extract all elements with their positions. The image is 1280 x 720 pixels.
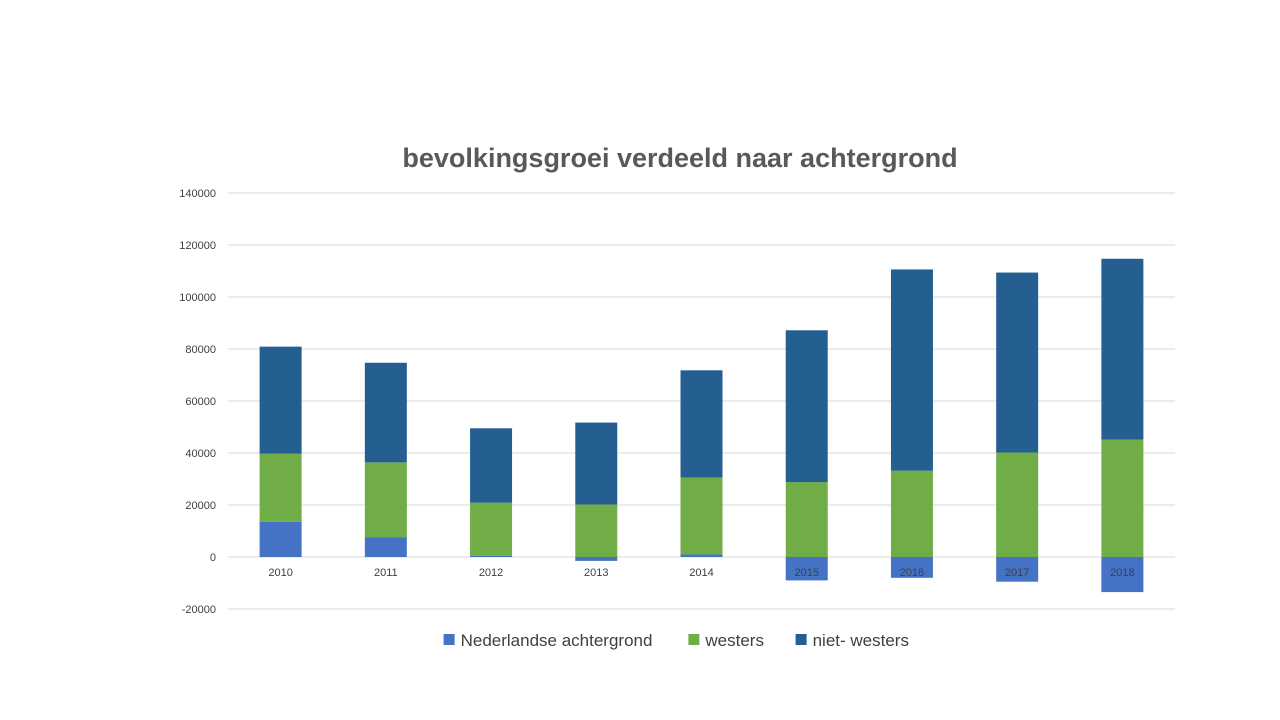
legend-swatch — [688, 634, 700, 645]
y-tick-label: 100000 — [179, 292, 216, 304]
bar-niet-westers-2013 — [575, 422, 618, 505]
bar-niet-westers-2018 — [1101, 258, 1144, 440]
legend: Nederlandse achtergrond westers niet- west… — [443, 631, 909, 650]
bar-westers-2011 — [364, 462, 407, 538]
x-category-label: 2017 — [1005, 567, 1029, 579]
x-category-label: 2016 — [900, 567, 924, 579]
bars — [259, 258, 1144, 593]
y-tick-label: 120000 — [179, 240, 216, 252]
bar-nederlandse-achtergrond-2017 — [996, 557, 1039, 582]
bar-niet-westers-2017 — [996, 272, 1039, 453]
x-category-label: 2013 — [584, 567, 608, 579]
bar-nederlandse-achtergrond-2013 — [575, 557, 618, 561]
legend-swatch — [795, 634, 807, 645]
legend-label: niet- westers — [813, 631, 909, 650]
bar-nederlandse-achtergrond-2010 — [259, 521, 302, 557]
bar-nederlandse-achtergrond-2012 — [470, 555, 513, 557]
bar-nederlandse-achtergrond-2016 — [890, 557, 933, 578]
bar-westers-2017 — [996, 452, 1039, 557]
y-axis-ticks: -20000 0 20000 40000 60000 80000 100000 120000 1… — [179, 188, 216, 616]
x-category-label: 2010 — [268, 567, 292, 579]
bar-nederlandse-achtergrond-2014 — [680, 554, 723, 557]
bar-nederlandse-achtergrond-2018 — [1101, 557, 1144, 593]
y-tick-label: 80000 — [185, 344, 216, 356]
bar-westers-2013 — [575, 504, 618, 557]
bar-nederlandse-achtergrond-2011 — [364, 537, 407, 557]
bar-westers-2012 — [470, 502, 513, 556]
x-category-label: 2015 — [794, 567, 818, 579]
y-tick-label: 0 — [210, 552, 216, 564]
bar-westers-2014 — [680, 477, 723, 555]
bar-niet-westers-2011 — [364, 362, 407, 463]
y-tick-label: -20000 — [182, 604, 216, 616]
chart-title: bevolkingsgroei verdeeld naar achtergron… — [402, 143, 957, 173]
bar-niet-westers-2014 — [680, 370, 723, 478]
y-tick-label: 20000 — [185, 500, 216, 512]
bar-westers-2010 — [259, 453, 302, 522]
bar-westers-2018 — [1101, 439, 1144, 557]
bar-westers-2015 — [785, 482, 828, 557]
bar-niet-westers-2015 — [785, 330, 828, 483]
x-category-label: 2012 — [479, 567, 503, 579]
legend-swatch — [443, 634, 455, 645]
bar-niet-westers-2010 — [259, 346, 302, 454]
y-tick-label: 60000 — [185, 396, 216, 408]
x-category-label: 2018 — [1110, 567, 1134, 579]
bar-niet-westers-2012 — [470, 428, 513, 503]
legend-label: Nederlandse achtergrond — [461, 631, 653, 650]
bar-niet-westers-2016 — [890, 269, 933, 471]
bar-westers-2016 — [890, 470, 933, 557]
legend-label: westers — [704, 631, 764, 650]
x-category-label: 2014 — [689, 567, 713, 579]
x-category-label: 2011 — [374, 567, 398, 579]
x-axis-categories: 2010 2011 2012 2013 2014 2015 2016 2017 2018 — [268, 567, 1134, 579]
y-tick-label: 140000 — [179, 188, 216, 200]
bar-nederlandse-achtergrond-2015 — [785, 557, 828, 581]
y-tick-label: 40000 — [185, 448, 216, 460]
